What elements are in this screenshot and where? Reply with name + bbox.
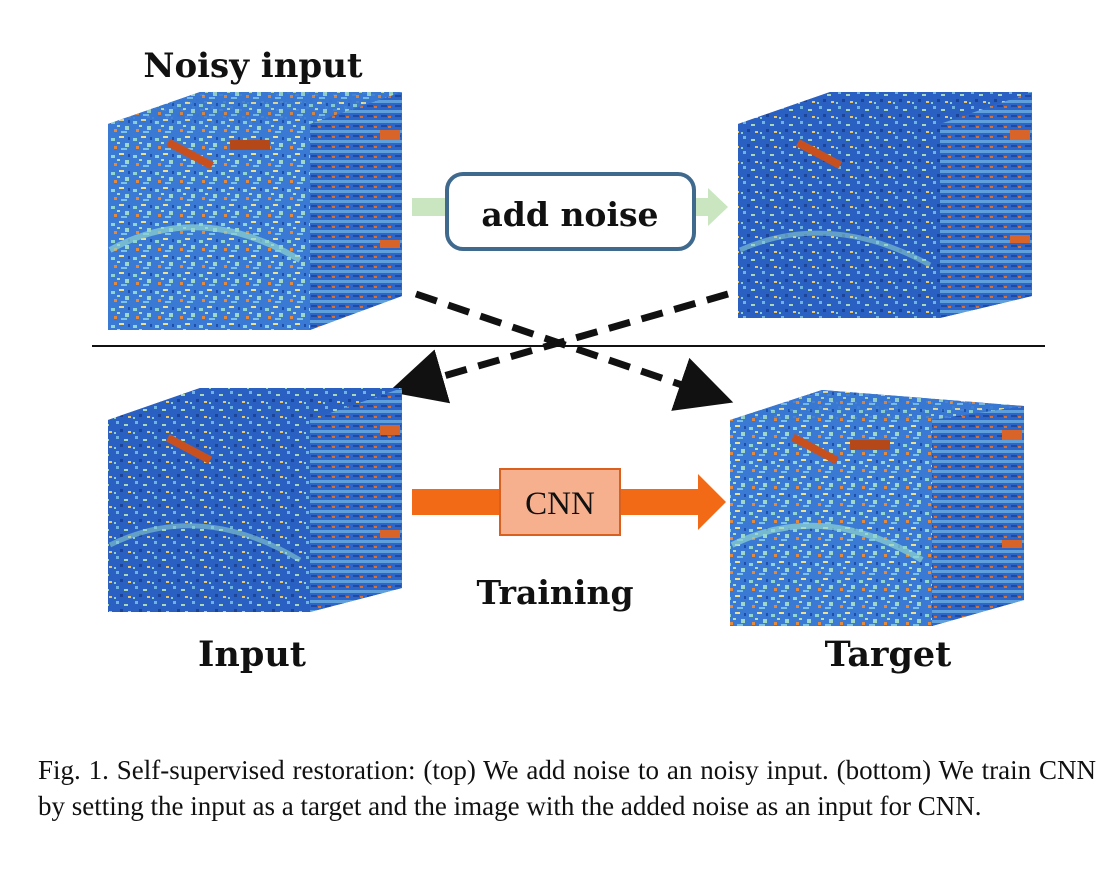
figure-caption: Fig. 1. Self-supervised restoration: (to… xyxy=(38,755,1096,821)
input-label: Input xyxy=(198,634,306,675)
add-noise-box xyxy=(445,172,696,251)
noisy-input-cube xyxy=(108,92,402,330)
dashed-arrow-to-target xyxy=(414,290,734,411)
add-noise-arrow xyxy=(412,188,728,226)
add-noise-label: add noise xyxy=(481,195,658,234)
cnn-label: CNN xyxy=(525,486,595,522)
noisy-input-label: Noisy input xyxy=(143,46,363,86)
added-noise-cube xyxy=(738,92,1032,318)
target-label: Target xyxy=(825,634,952,675)
target-cube xyxy=(730,390,1024,626)
dashed-arrow-to-input xyxy=(388,290,729,404)
diagram: Noisy input add noise xyxy=(92,46,1045,675)
cnn-box xyxy=(499,468,621,536)
training-label: Training xyxy=(476,573,633,612)
input-cube xyxy=(108,388,402,612)
cnn-arrow xyxy=(412,474,726,530)
